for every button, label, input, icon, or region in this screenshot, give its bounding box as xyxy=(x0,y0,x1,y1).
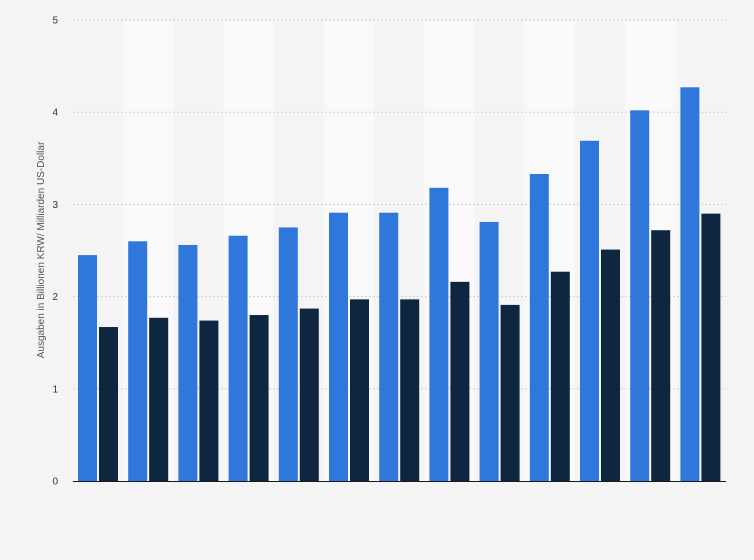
y-axis-ticks: 0 1 2 3 4 5 xyxy=(52,16,58,488)
bar-series-1 xyxy=(379,212,399,481)
y-tick-label: 4 xyxy=(52,108,58,119)
bar-series-1 xyxy=(479,221,499,481)
bar-series-2 xyxy=(350,299,369,481)
bar-series-2 xyxy=(500,304,520,481)
y-tick-label: 2 xyxy=(52,292,58,303)
bar-series-1 xyxy=(78,255,97,481)
bar-series-1 xyxy=(580,140,599,482)
y-axis-label: Ausgaben in Billionen KRW/ Milliarden US… xyxy=(36,141,47,358)
bar-series-1 xyxy=(429,187,449,481)
bar-series-2 xyxy=(400,299,420,481)
bar-series-1 xyxy=(329,212,348,481)
y-tick-label: 3 xyxy=(52,200,58,211)
y-tick-label: 5 xyxy=(52,16,58,27)
bar-series-1 xyxy=(128,241,148,481)
bar-series-2 xyxy=(701,213,721,481)
bar-series-2 xyxy=(199,320,219,481)
bar-series-2 xyxy=(249,315,269,481)
bar-series-1 xyxy=(529,173,549,481)
y-tick-label: 0 xyxy=(52,477,58,488)
bar-series-2 xyxy=(450,281,470,481)
bar-series-2 xyxy=(601,249,620,481)
bars xyxy=(78,87,721,482)
bar-series-2 xyxy=(99,327,118,481)
bar-series-1 xyxy=(228,235,248,481)
bar-series-2 xyxy=(149,317,169,481)
bar-series-1 xyxy=(680,87,700,481)
bar-series-1 xyxy=(278,227,298,481)
y-tick-label: 1 xyxy=(52,384,58,395)
bar-series-2 xyxy=(550,271,570,481)
bar-series-1 xyxy=(630,110,650,481)
bar-series-2 xyxy=(299,308,319,481)
bar-series-2 xyxy=(651,230,671,481)
bar-series-1 xyxy=(178,244,198,481)
